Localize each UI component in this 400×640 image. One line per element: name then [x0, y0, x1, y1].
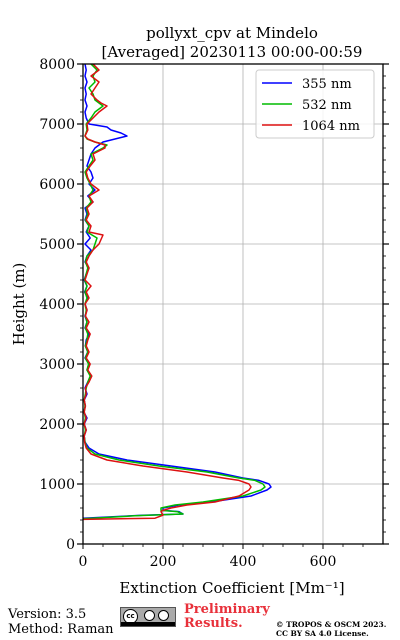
cc-by-sa-icon: cc [120, 607, 176, 627]
legend-label: 532 nm [302, 98, 352, 113]
y-tick-label: 0 [66, 537, 75, 553]
y-axis-label: Height (m) [10, 263, 28, 346]
y-tick-label: 1000 [39, 477, 75, 493]
copyright-notice: © TROPOS & OSCM 2023. CC BY SA 4.0 Licen… [276, 620, 386, 638]
version-text: Version: 3.5 [8, 607, 87, 622]
x-tick-label: 200 [150, 554, 177, 570]
chart-subtitle: [Averaged] 20230113 00:00-00:59 [102, 43, 363, 61]
legend-box [255, 69, 375, 139]
method-text: Method: Raman [8, 622, 114, 637]
legend: 355 nm 532 nm 1064 nm [255, 69, 375, 139]
y-tick-label: 8000 [39, 57, 75, 73]
y-tick-label: 7000 [39, 117, 75, 133]
x-tick-label: 0 [79, 554, 88, 570]
chart: pollyxt_cpv at Mindelo [Averaged] 202301… [10, 24, 389, 597]
preliminary-line1: Preliminary [184, 602, 270, 617]
y-tick-label: 6000 [39, 177, 75, 193]
y-tick-label: 3000 [39, 357, 75, 373]
chart-title: pollyxt_cpv at Mindelo [146, 24, 318, 42]
person-icon [144, 610, 155, 621]
preliminary-notice: Preliminary Results. [184, 603, 270, 631]
axis-ticks [77, 63, 389, 549]
series-line-532-nm [83, 64, 266, 520]
copyright-line1: © TROPOS & OSCM 2023. [276, 620, 387, 629]
version-info: Version: 3.5 Method: Raman [8, 607, 114, 637]
copyright-line2: CC BY SA 4.0 License. [276, 629, 369, 638]
series-lines [83, 64, 272, 521]
x-tick-label: 600 [310, 554, 337, 570]
y-tick-label: 2000 [39, 417, 75, 433]
legend-label: 355 nm [302, 77, 352, 92]
x-axis-label: Extinction Coefficient [Mm⁻¹] [119, 579, 344, 597]
share-alike-icon [158, 610, 169, 621]
y-tick-label: 5000 [39, 237, 75, 253]
preliminary-line2: Results. [184, 616, 243, 631]
series-line-1064-nm [83, 64, 252, 521]
y-tick-label: 4000 [39, 297, 75, 313]
tick-labels: 0 200 400 600010002000300040005000600070008… [39, 57, 336, 570]
x-tick-label: 400 [230, 554, 257, 570]
legend-label: 1064 nm [302, 119, 360, 134]
